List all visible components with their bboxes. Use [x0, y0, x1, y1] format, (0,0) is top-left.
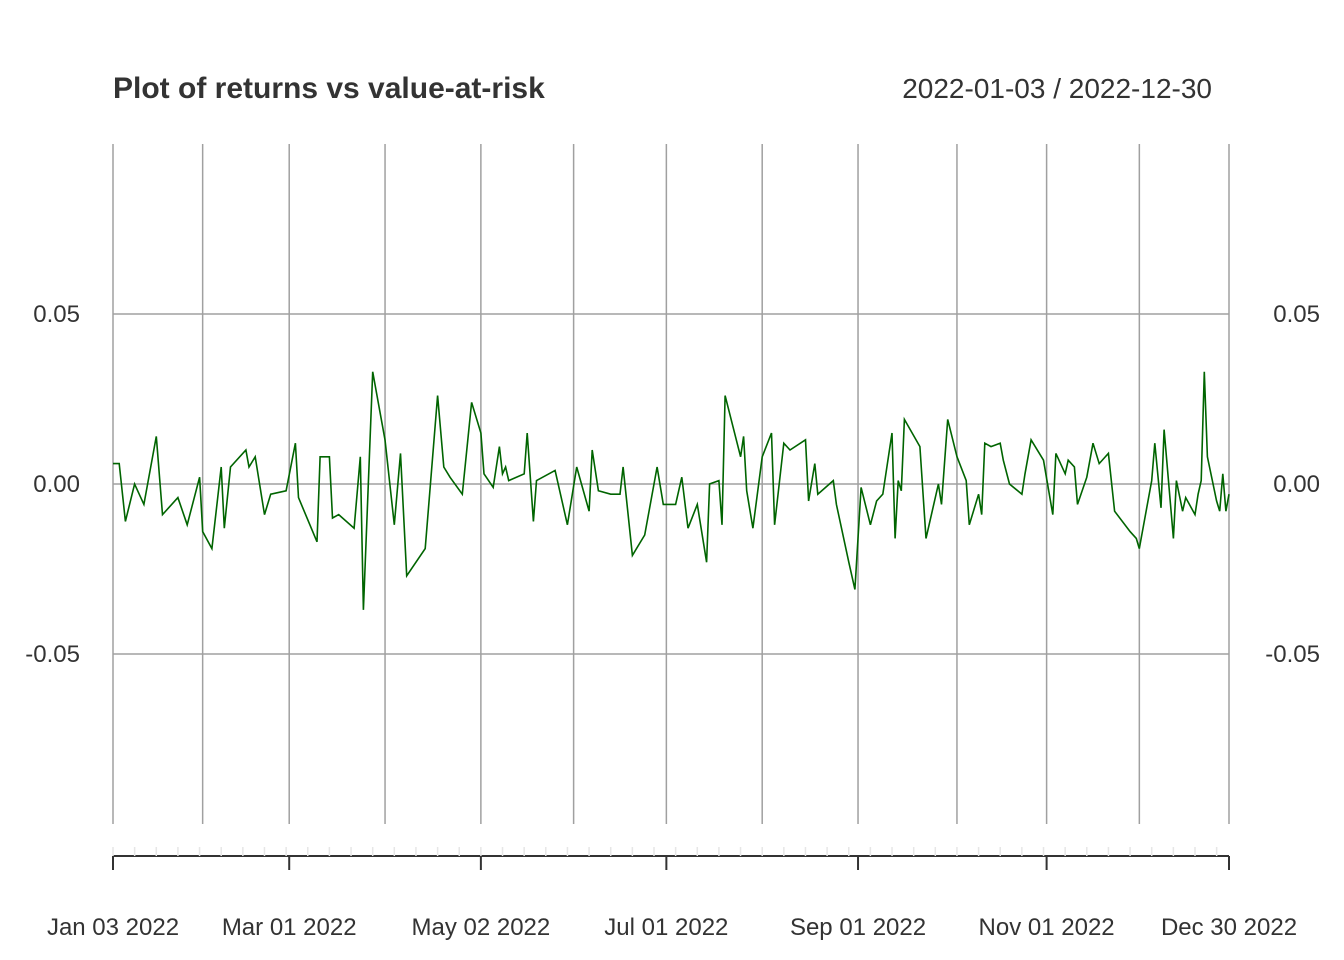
y-tick-label-left: 0.05: [33, 301, 80, 328]
x-tick-label: Sep 01 2022: [790, 914, 926, 941]
y-tick-label-left: -0.05: [25, 641, 80, 668]
date-range-label: 2022-01-03 / 2022-12-30: [902, 73, 1212, 104]
horizontal-gridlines: [113, 313, 1229, 655]
y-axis-right: 0.05 0.00 -0.05: [1265, 301, 1320, 668]
x-tick-label: Jan 03 2022: [47, 914, 179, 941]
returns-series-line: [113, 371, 1230, 610]
y-tick-label-right: -0.05: [1265, 641, 1320, 668]
chart-title: Plot of returns vs value-at-risk: [113, 72, 545, 105]
x-tick-label: Nov 01 2022: [979, 914, 1115, 941]
y-tick-label-left: 0.00: [33, 471, 80, 498]
y-tick-label-right: 0.05: [1273, 301, 1320, 328]
x-tick-label: May 02 2022: [411, 914, 550, 941]
x-tick-label: Dec 30 2022: [1161, 914, 1297, 941]
x-axis: Jan 03 2022 Mar 01 2022 May 02 2022 Jul 01 …: [47, 847, 1297, 941]
y-axis-left: 0.05 0.00 -0.05: [25, 301, 80, 668]
y-tick-label-right: 0.00: [1273, 471, 1320, 498]
x-tick-label: Jul 01 2022: [604, 914, 728, 941]
x-tick-label: Mar 01 2022: [222, 914, 357, 941]
